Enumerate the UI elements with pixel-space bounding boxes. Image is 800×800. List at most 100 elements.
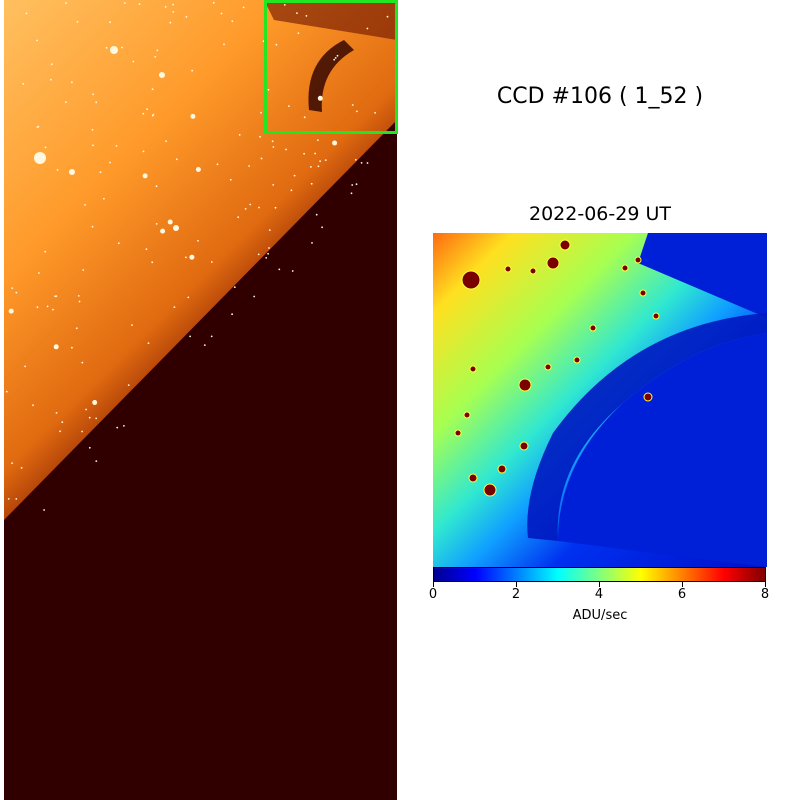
star [175,158,178,161]
star [366,27,369,30]
colorbar-label-6: 6 [677,587,687,602]
star [463,411,471,419]
star [43,509,45,511]
star [354,158,357,161]
star [81,361,84,364]
star [190,113,196,119]
star [559,239,571,251]
bright-star [173,225,179,231]
star [253,295,256,298]
star [249,203,252,206]
colorbar-tick [682,582,683,587]
star [634,256,642,264]
star [11,462,13,464]
star [317,95,323,101]
star [11,287,14,289]
star [95,101,98,104]
ccd-title: CCD #106 ( 1_52 ) [496,84,704,109]
star [350,192,353,195]
star [65,2,67,4]
star [212,1,215,4]
star [233,286,236,289]
bright-star [159,72,165,78]
star [160,228,166,234]
star [151,114,154,117]
star [84,204,86,206]
star [519,441,529,451]
star [518,378,532,392]
star [5,390,8,393]
star [127,384,130,386]
colorbar-tick [765,582,766,587]
star [216,163,219,166]
star [291,270,294,272]
star [272,184,275,186]
star [109,21,111,24]
star [260,111,262,114]
star [173,306,176,308]
star [271,140,274,143]
star [65,101,67,103]
star [46,305,49,308]
colorbar-tick [516,582,517,587]
star [155,185,158,188]
star [324,159,327,162]
star [621,264,629,272]
star [288,105,290,107]
star [131,324,133,326]
star [8,308,14,314]
bright-star [34,152,46,164]
star [55,412,58,414]
star [15,498,18,500]
star [258,206,260,209]
star [356,110,358,113]
star [151,88,154,91]
star [71,81,73,84]
star [319,160,321,163]
star [248,165,251,167]
star [278,268,281,271]
star [386,15,389,18]
star [165,140,168,143]
colorbar-tick [433,582,434,587]
star [334,57,337,59]
colorbar-tick [599,582,600,587]
star [310,166,312,168]
star [195,167,201,172]
colorbar [433,567,766,582]
star [123,425,125,427]
star [146,108,149,111]
star [305,15,308,17]
star [103,197,105,200]
star [38,272,40,274]
star [116,426,119,429]
star [191,69,194,72]
star [469,365,477,373]
colorbar-label-2: 2 [511,587,521,602]
star [643,392,653,402]
bright-star [69,169,75,175]
star [231,20,234,23]
star [121,46,123,49]
star [315,213,318,216]
star [268,229,271,232]
star [109,161,111,164]
star [25,12,28,15]
star [50,78,52,81]
star [265,257,268,259]
star [497,464,507,474]
star [242,6,245,9]
star [92,93,94,96]
star [53,344,59,350]
observation-date: 2022-06-29 UT [529,203,671,225]
star [573,356,581,364]
star [267,88,270,91]
star [77,295,80,297]
star [210,261,213,263]
star [229,178,232,181]
star [92,144,94,147]
star [223,43,225,46]
star [44,250,47,253]
star [55,295,58,297]
star [366,162,369,164]
